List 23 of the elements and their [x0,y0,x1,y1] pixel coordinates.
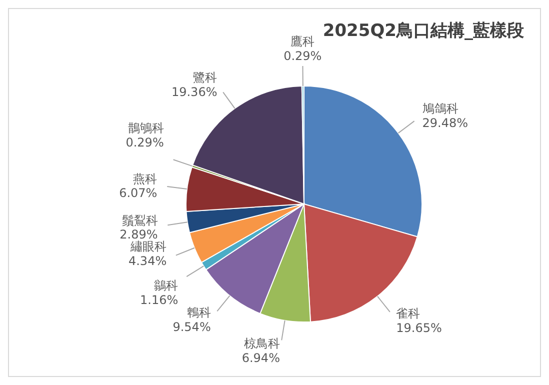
slice-label: 燕科 [133,172,158,186]
slice-label: 鵲鴝科 [128,121,164,136]
slice-label: 繡眼科 [130,240,167,254]
slice-label: 鵯科 [186,306,211,320]
data-label: 9.54% [172,320,211,334]
data-label: 19.36% [171,85,218,100]
data-label: 4.34% [128,254,167,268]
data-label: 6.94% [242,351,280,366]
data-label: 6.07% [119,186,158,200]
data-label: 0.29% [126,135,164,150]
slice-label: 鷹科 [290,34,315,49]
slice-label: 鬚鴷科 [122,213,158,228]
slice-label: 鶲科 [154,278,178,292]
data-label: 19.65% [396,320,442,335]
chart-title: 2025Q2鳥口結構_藍樣段 [322,20,524,42]
data-label: 1.16% [140,292,178,307]
slice-label: 鳩鴿科 [422,102,458,116]
data-label: 29.48% [422,116,468,130]
slice-label: 雀科 [396,306,420,320]
data-label: 0.29% [284,49,322,64]
slice-label: 椋鳥科 [244,336,280,351]
data-label: 2.89% [120,228,158,242]
slice-label: 鷺科 [193,70,218,85]
